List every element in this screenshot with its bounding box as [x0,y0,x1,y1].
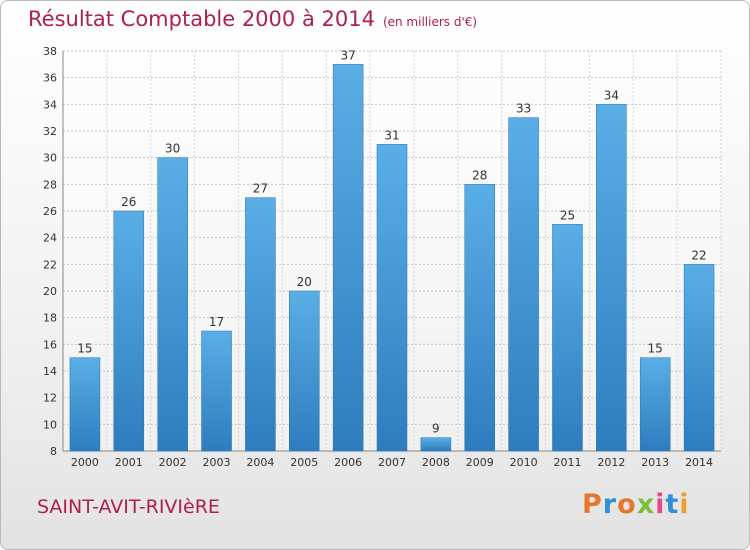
bar-2004 [245,197,276,452]
x-tick-label: 2004 [246,456,274,469]
y-tick-label: 32 [43,125,57,138]
bars: 15 26 30 17 27 20 37 31 9 28 33 25 34 15 22 [69,48,715,452]
bar-value-label: 20 [297,275,312,289]
x-tick-label: 2014 [685,456,713,469]
bar-2007 [376,144,408,452]
x-tick-label: 2010 [510,456,538,469]
x-tick-label: 2001 [115,456,143,469]
x-tick-label: 2005 [290,456,318,469]
x-tick-label: 2002 [159,456,187,469]
y-tick-label: 14 [43,365,57,378]
commune-name: SAINT-AVIT-RIVIèRE [37,496,220,518]
bar-value-label: 15 [648,342,663,356]
y-tick-label: 20 [43,285,57,298]
bar-value-label: 31 [384,128,399,142]
bar-value-label: 28 [472,168,487,182]
x-tick-label: 2000 [71,456,99,469]
y-tick-label: 36 [43,72,57,85]
bar-value-label: 27 [253,182,268,196]
x-tick-label: 2003 [203,456,231,469]
title-text: Résultat Comptable 2000 à 2014 [28,7,375,31]
y-tick-label: 24 [43,232,57,245]
bar-value-label: 15 [77,342,92,356]
proxiti-logo: Proxiti [582,489,690,520]
x-tick-label: 2007 [378,456,406,469]
y-tick-label: 26 [43,205,57,218]
bar-2010 [508,117,539,452]
y-tick-label: 12 [43,392,57,405]
bar-2001 [113,210,145,452]
bar-2003 [201,330,232,452]
x-tick-label: 2008 [422,456,450,469]
bar-value-label: 30 [165,142,180,156]
bar-2013 [639,357,671,452]
x-tick-label: 2006 [334,456,362,469]
chart-subtitle: (en milliers d'€) [382,15,478,29]
bar-value-label: 17 [209,315,224,329]
bar-2002 [157,157,188,452]
bar-value-label: 37 [340,48,355,62]
y-tick-label: 18 [43,312,57,325]
y-tick-label: 10 [43,418,57,431]
bar-value-label: 26 [121,195,136,209]
bar-2005 [289,290,320,452]
y-tick-label: 28 [43,178,57,191]
x-tick-label: 2009 [466,456,494,469]
chart-title: Résultat Comptable 2000 à 2014 (en millie… [28,7,477,31]
bar-value-label: 22 [691,248,706,262]
y-tick-label: 34 [43,98,57,111]
bar-2008 [420,437,452,452]
bar-value-label: 25 [560,208,575,222]
y-tick-label: 8 [50,445,57,458]
y-tick-label: 30 [43,152,57,165]
y-tick-label: 22 [43,258,57,271]
x-tick-label: 2013 [641,456,669,469]
bar-2000 [69,357,101,452]
bar-2006 [332,64,364,452]
bar-2014 [683,264,715,452]
bar-2011 [552,224,583,452]
x-tick-label: 2011 [553,456,581,469]
bar-value-label: 34 [604,88,619,102]
bar-2009 [464,184,495,452]
bar-value-label: 9 [432,422,440,436]
x-tick-label: 2012 [597,456,625,469]
bar-value-label: 33 [516,102,531,116]
bar-2012 [596,104,627,452]
y-tick-label: 38 [43,45,57,58]
y-tick-label: 16 [43,338,57,351]
